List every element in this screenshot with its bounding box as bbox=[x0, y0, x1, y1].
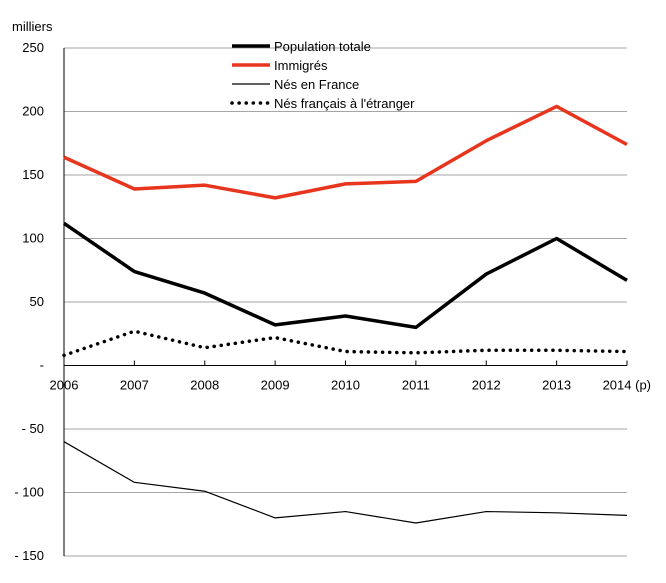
legend-label: Nés en France bbox=[274, 77, 359, 92]
y-tick-label: 250 bbox=[22, 40, 44, 55]
y-tick-label: 100 bbox=[22, 231, 44, 246]
series-line bbox=[63, 441, 628, 524]
legend-label: Nés français à l'étranger bbox=[274, 96, 415, 111]
gridlines bbox=[64, 47, 627, 557]
x-tick-label: 2012 bbox=[472, 378, 501, 393]
y-axis: 250 200 150 100 50 - - 50 - 100 - 150 bbox=[14, 40, 65, 563]
legend-label: Immigrés bbox=[274, 58, 328, 73]
x-axis: 2006 2007 2008 2009 2010 2011 2012 2013 2014 (p) bbox=[50, 360, 651, 393]
x-tick-label: 2011 bbox=[402, 378, 430, 393]
x-tick-label: 2007 bbox=[120, 378, 149, 393]
y-tick-label: - bbox=[40, 358, 44, 373]
x-tick-label: 2014 (p) bbox=[603, 378, 651, 393]
y-tick-label: 150 bbox=[22, 167, 44, 182]
series-lines bbox=[62, 104, 629, 524]
series-line bbox=[63, 221, 628, 330]
x-tick-label: 2010 bbox=[331, 378, 360, 393]
legend: Population totale Immigrés Nés en France Né… bbox=[230, 39, 415, 111]
legend-label: Population totale bbox=[274, 39, 371, 54]
x-tick-label: 2008 bbox=[190, 378, 219, 393]
y-tick-label: - 100 bbox=[14, 485, 44, 500]
x-tick-label: 2006 bbox=[50, 378, 79, 393]
series-line bbox=[62, 329, 629, 358]
y-tick-label: 50 bbox=[30, 294, 44, 309]
y-tick-label: - 50 bbox=[22, 421, 44, 436]
y-tick-label: - 150 bbox=[14, 548, 44, 563]
y-tick-label: 200 bbox=[22, 104, 44, 119]
x-tick-label: 2013 bbox=[542, 378, 571, 393]
series-line bbox=[63, 104, 628, 200]
x-tick-label: 2009 bbox=[261, 378, 290, 393]
unit-label: milliers bbox=[12, 19, 53, 34]
